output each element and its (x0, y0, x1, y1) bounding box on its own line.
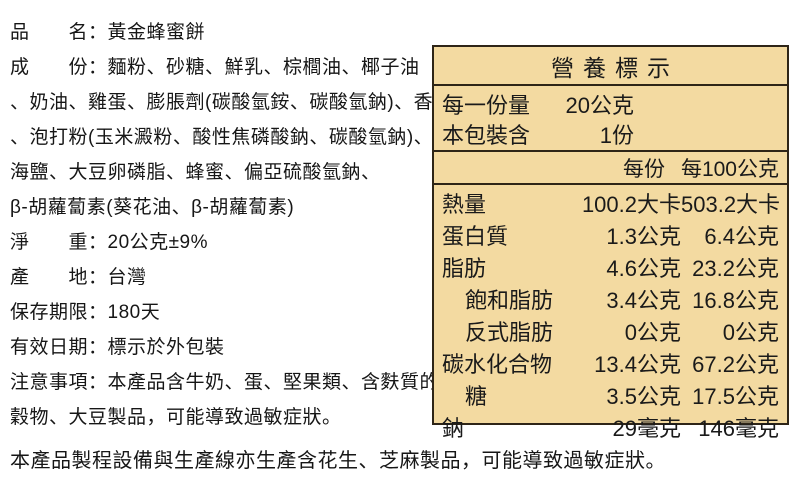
ingredients-line: 海鹽、大豆卵磷脂、蜂蜜、偏亞硫酸氫鈉、 (10, 162, 381, 183)
nutrient-name: 糖 (465, 384, 488, 409)
product-name-line: 品 名：黃金蜂蜜餅 (10, 22, 206, 43)
nutrition-rows: 熱量 100.2大卡 503.2大卡 蛋白質 1.3公克 6.4公克 脂肪 4.… (434, 185, 787, 445)
nutrient-name: 飽和脂肪 (465, 288, 554, 313)
per-100g-value: 23.2公克 (692, 256, 779, 281)
per-serving-value: 3.4公克 (606, 288, 681, 313)
nutrition-title: 營養標示 (434, 47, 787, 86)
per-serving-value: 0公克 (624, 320, 681, 345)
per-100g-value: 503.2大卡 (681, 192, 781, 217)
allergy-notice-line: 注意事項：本產品含牛奶、蛋、堅果類、含麩質的 (10, 372, 440, 393)
allergy-notice-line: 穀物、大豆製品，可能導致過敏症狀。 (10, 407, 342, 428)
nutrition-row-sugar: 糖 3.5公克 17.5公克 (434, 379, 779, 411)
servings-per-package-value: 1份 (599, 123, 634, 148)
expiry-date-line: 有效日期：標示於外包裝 (10, 337, 225, 358)
nutrient-name: 反式脂肪 (465, 320, 554, 345)
ingredients-line: 成 份：麵粉、砂糖、鮮乳、棕櫚油、椰子油 (10, 57, 420, 78)
production-line-allergy-note: 本產品製程設備與生產線亦生產含花生、芝麻製品，可能導致過敏症狀。 (10, 450, 666, 472)
ingredients-line: 、奶油、雞蛋、膨脹劑(碳酸氫銨、碳酸氫鈉)、香料 (10, 92, 453, 113)
per-serving-value: 3.5公克 (606, 384, 681, 409)
ingredients-line: 、泡打粉(玉米澱粉、酸性焦磷酸鈉、碳酸氫鈉)、 (10, 127, 434, 148)
nutrition-row-protein: 蛋白質 1.3公克 6.4公克 (434, 219, 779, 251)
nutrient-name: 脂肪 (442, 256, 487, 281)
nutrient-name: 蛋白質 (442, 224, 509, 249)
per-serving-value: 1.3公克 (606, 224, 681, 249)
nutrient-name: 熱量 (442, 192, 487, 217)
nutrition-row-carbohydrate: 碳水化合物 13.4公克 67.2公克 (434, 347, 779, 379)
servings-per-package-label: 本包裝含 (442, 123, 531, 148)
nutrition-row-saturated-fat: 飽和脂肪 3.4公克 16.8公克 (434, 283, 779, 315)
servings-per-package-row: 本包裝含 1份 (442, 119, 779, 149)
serving-size-label: 每一份量 (442, 93, 531, 118)
origin-line: 產 地：台灣 (10, 267, 147, 288)
per-100g-column-label: 每100公克 (680, 157, 779, 181)
nutrition-row-fat: 脂肪 4.6公克 23.2公克 (434, 251, 779, 283)
nutrition-row-calories: 熱量 100.2大卡 503.2大卡 (434, 187, 781, 219)
nutrient-name: 鈉 (442, 416, 465, 441)
net-weight-line: 淨 重：20公克±9% (10, 232, 209, 253)
column-header-row: 每份 每100公克 (434, 152, 787, 185)
nutrition-row-trans-fat: 反式脂肪 0公克 0公克 (434, 315, 779, 347)
nutrition-facts-table: 營養標示 每一份量 20公克 本包裝含 1份 每份 每100公克 熱量 100.… (432, 45, 789, 441)
per-serving-value: 4.6公克 (606, 256, 681, 281)
per-100g-value: 146毫克 (698, 416, 779, 441)
shelf-life-line: 保存期限：180天 (10, 302, 161, 323)
product-info-block: 品 名：黃金蜂蜜餅 成 份：麵粉、砂糖、鮮乳、棕櫚油、椰子油 、奶油、雞蛋、膨脹… (10, 15, 453, 435)
per-serving-value: 29毫克 (612, 416, 681, 441)
per-serving-column-label: 每份 (623, 157, 665, 181)
per-100g-value: 17.5公克 (692, 384, 779, 409)
serving-size-value: 20公克 (565, 93, 634, 118)
per-100g-value: 0公克 (722, 320, 779, 345)
nutrition-row-sodium: 鈉 29毫克 146毫克 (434, 411, 779, 443)
per-serving-value: 100.2大卡 (581, 192, 681, 217)
serving-size-row: 每一份量 20公克 (442, 89, 779, 119)
per-100g-value: 67.2公克 (692, 352, 779, 377)
nutrient-name: 碳水化合物 (442, 352, 553, 377)
per-100g-value: 16.8公克 (692, 288, 779, 313)
per-100g-value: 6.4公克 (704, 224, 779, 249)
serving-info-section: 每一份量 20公克 本包裝含 1份 (434, 86, 787, 152)
ingredients-line: β-胡蘿蔔素(葵花油、β-胡蘿蔔素) (10, 197, 295, 218)
per-serving-value: 13.4公克 (594, 352, 681, 377)
